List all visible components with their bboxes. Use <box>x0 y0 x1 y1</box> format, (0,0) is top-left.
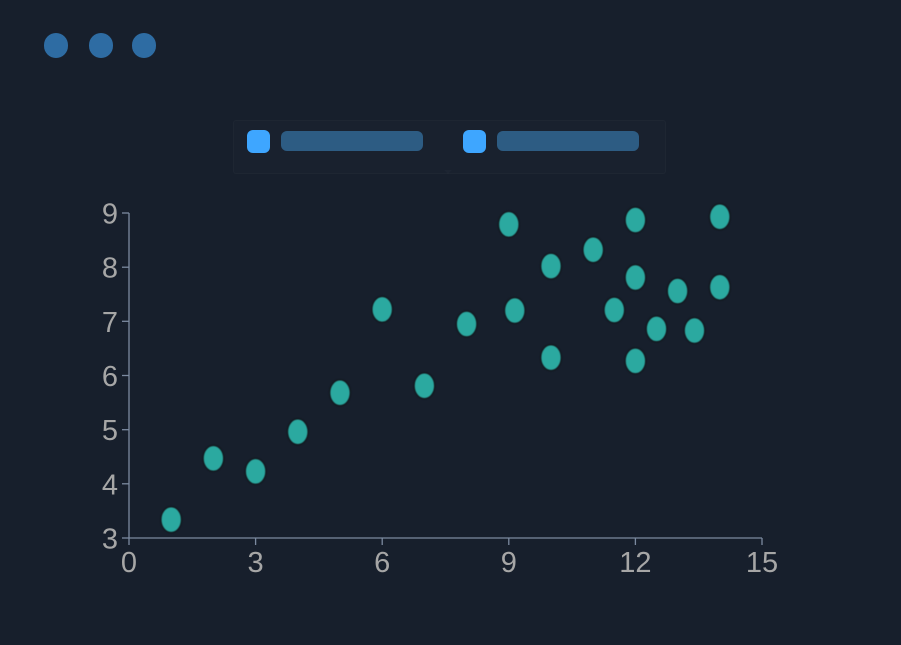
svg-text:12: 12 <box>619 547 651 579</box>
svg-text:8: 8 <box>102 253 118 285</box>
svg-text:4: 4 <box>102 469 118 501</box>
svg-text:3: 3 <box>248 547 264 579</box>
svg-text:15: 15 <box>746 547 778 579</box>
svg-text:5: 5 <box>102 415 118 447</box>
svg-text:7: 7 <box>102 307 118 339</box>
svg-text:9: 9 <box>102 199 118 231</box>
svg-text:6: 6 <box>374 547 390 579</box>
svg-text:6: 6 <box>102 361 118 393</box>
svg-text:0: 0 <box>121 547 137 579</box>
svg-text:3: 3 <box>102 524 118 556</box>
svg-text:9: 9 <box>501 547 517 579</box>
